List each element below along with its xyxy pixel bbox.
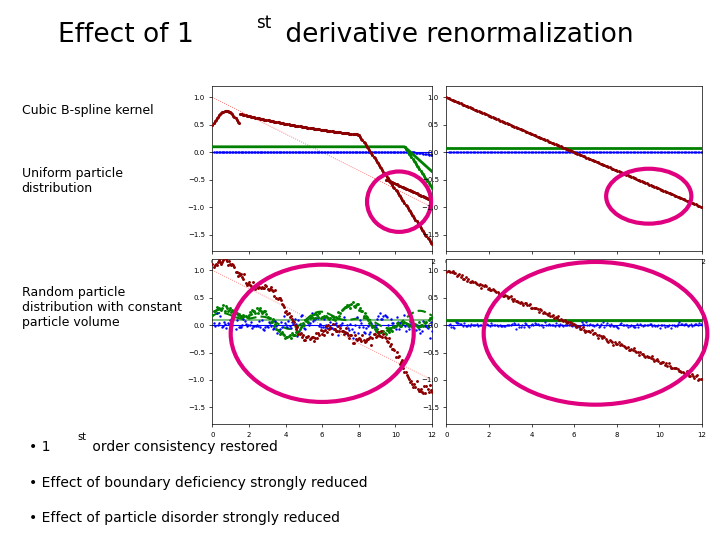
Text: derivative renormalization: derivative renormalization bbox=[277, 22, 634, 48]
Text: Effect of 1: Effect of 1 bbox=[58, 22, 194, 48]
Text: • Effect of boundary deficiency strongly reduced: • Effect of boundary deficiency strongly… bbox=[29, 476, 367, 490]
Text: Cubic B-spline kernel: Cubic B-spline kernel bbox=[22, 104, 153, 117]
Text: st: st bbox=[256, 14, 271, 32]
Text: Random particle
distribution with constant
particle volume: Random particle distribution with consta… bbox=[22, 286, 181, 329]
Text: • 1: • 1 bbox=[29, 440, 50, 454]
Text: • Effect of particle disorder strongly reduced: • Effect of particle disorder strongly r… bbox=[29, 511, 340, 525]
Text: Uniform particle
distribution: Uniform particle distribution bbox=[22, 167, 122, 195]
Text: order consistency restored: order consistency restored bbox=[88, 440, 278, 454]
Text: st: st bbox=[78, 433, 87, 442]
